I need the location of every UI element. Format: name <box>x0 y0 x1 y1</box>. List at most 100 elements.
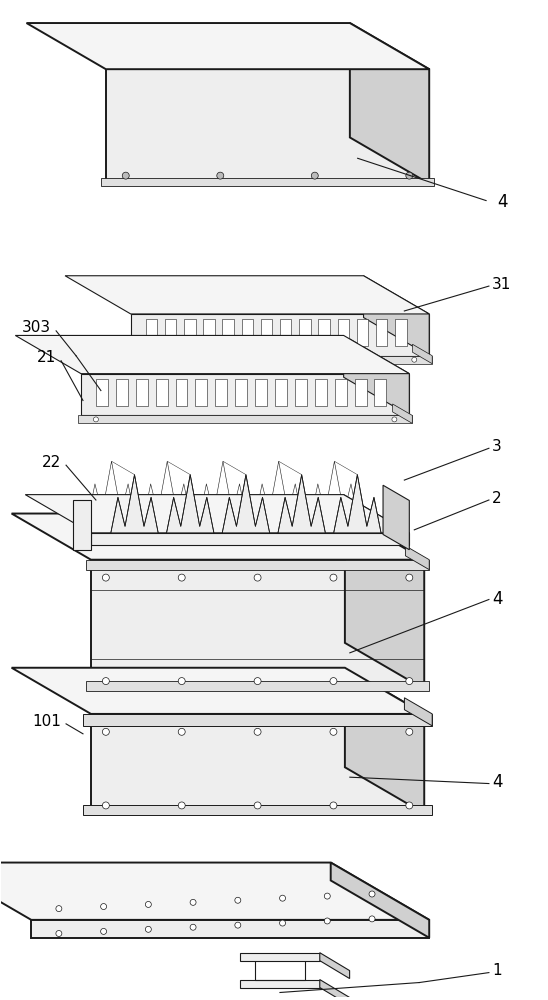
Circle shape <box>406 802 413 809</box>
Polygon shape <box>78 415 412 423</box>
Circle shape <box>330 574 337 581</box>
Polygon shape <box>413 344 432 364</box>
Circle shape <box>190 924 196 930</box>
Text: 4: 4 <box>492 590 503 608</box>
Circle shape <box>369 891 375 897</box>
Polygon shape <box>315 379 327 406</box>
Polygon shape <box>374 379 386 406</box>
Circle shape <box>406 574 413 581</box>
Text: 101: 101 <box>32 714 61 729</box>
Text: 2: 2 <box>492 491 501 506</box>
Polygon shape <box>83 805 432 815</box>
Polygon shape <box>106 69 429 184</box>
Circle shape <box>178 728 185 735</box>
Polygon shape <box>404 698 432 726</box>
Polygon shape <box>96 379 108 406</box>
Polygon shape <box>383 485 409 550</box>
Polygon shape <box>116 379 128 406</box>
Circle shape <box>56 906 62 912</box>
Polygon shape <box>240 980 320 988</box>
Text: 31: 31 <box>492 277 511 292</box>
Polygon shape <box>196 379 207 406</box>
Polygon shape <box>167 475 214 533</box>
Polygon shape <box>165 319 176 346</box>
Polygon shape <box>91 560 424 689</box>
Circle shape <box>330 728 337 735</box>
Polygon shape <box>222 319 234 346</box>
Polygon shape <box>330 863 429 938</box>
Circle shape <box>178 802 185 809</box>
Polygon shape <box>338 319 349 346</box>
Circle shape <box>254 802 261 809</box>
Text: 1: 1 <box>492 963 501 978</box>
Text: 3: 3 <box>492 439 501 454</box>
Polygon shape <box>280 319 292 346</box>
Polygon shape <box>235 379 247 406</box>
Polygon shape <box>222 475 270 533</box>
Polygon shape <box>31 920 429 938</box>
Polygon shape <box>128 356 432 364</box>
Polygon shape <box>295 379 307 406</box>
Polygon shape <box>91 714 424 813</box>
Polygon shape <box>318 319 330 346</box>
Polygon shape <box>357 319 368 346</box>
Polygon shape <box>111 475 158 533</box>
Circle shape <box>101 928 107 934</box>
Polygon shape <box>350 23 429 184</box>
Circle shape <box>102 574 110 581</box>
Polygon shape <box>240 953 320 961</box>
Circle shape <box>324 893 330 899</box>
Polygon shape <box>261 319 272 346</box>
Polygon shape <box>73 500 91 550</box>
Polygon shape <box>278 475 326 533</box>
Text: 4: 4 <box>497 193 507 211</box>
Circle shape <box>178 678 185 685</box>
Circle shape <box>406 728 413 735</box>
Polygon shape <box>86 681 429 691</box>
Polygon shape <box>345 514 424 689</box>
Polygon shape <box>345 668 424 813</box>
Circle shape <box>102 802 110 809</box>
Polygon shape <box>376 319 387 346</box>
Polygon shape <box>344 335 409 415</box>
Polygon shape <box>81 374 409 415</box>
Polygon shape <box>392 404 412 423</box>
Polygon shape <box>355 379 367 406</box>
Text: 4: 4 <box>492 773 503 791</box>
Polygon shape <box>146 319 157 346</box>
Text: 22: 22 <box>42 455 61 470</box>
Polygon shape <box>320 980 350 1000</box>
Polygon shape <box>215 379 227 406</box>
Polygon shape <box>83 714 432 726</box>
Polygon shape <box>26 23 429 69</box>
Circle shape <box>412 357 417 362</box>
Polygon shape <box>334 475 381 533</box>
Polygon shape <box>25 495 409 533</box>
Circle shape <box>279 895 286 901</box>
Polygon shape <box>65 276 429 314</box>
Circle shape <box>330 678 337 685</box>
Circle shape <box>145 926 151 932</box>
Circle shape <box>122 172 129 179</box>
Circle shape <box>178 574 185 581</box>
Circle shape <box>392 417 397 422</box>
Circle shape <box>254 678 261 685</box>
Circle shape <box>102 678 110 685</box>
Circle shape <box>406 172 413 179</box>
Polygon shape <box>101 178 434 186</box>
Text: 21: 21 <box>37 350 56 365</box>
Circle shape <box>143 357 148 362</box>
Polygon shape <box>395 319 407 346</box>
Text: 303: 303 <box>22 320 51 335</box>
Circle shape <box>145 901 151 907</box>
Polygon shape <box>255 379 267 406</box>
Circle shape <box>254 574 261 581</box>
Circle shape <box>235 922 241 928</box>
Circle shape <box>102 728 110 735</box>
Polygon shape <box>275 379 287 406</box>
Polygon shape <box>203 319 215 346</box>
Polygon shape <box>12 668 424 714</box>
Polygon shape <box>86 560 429 570</box>
Polygon shape <box>335 379 347 406</box>
Circle shape <box>369 916 375 922</box>
